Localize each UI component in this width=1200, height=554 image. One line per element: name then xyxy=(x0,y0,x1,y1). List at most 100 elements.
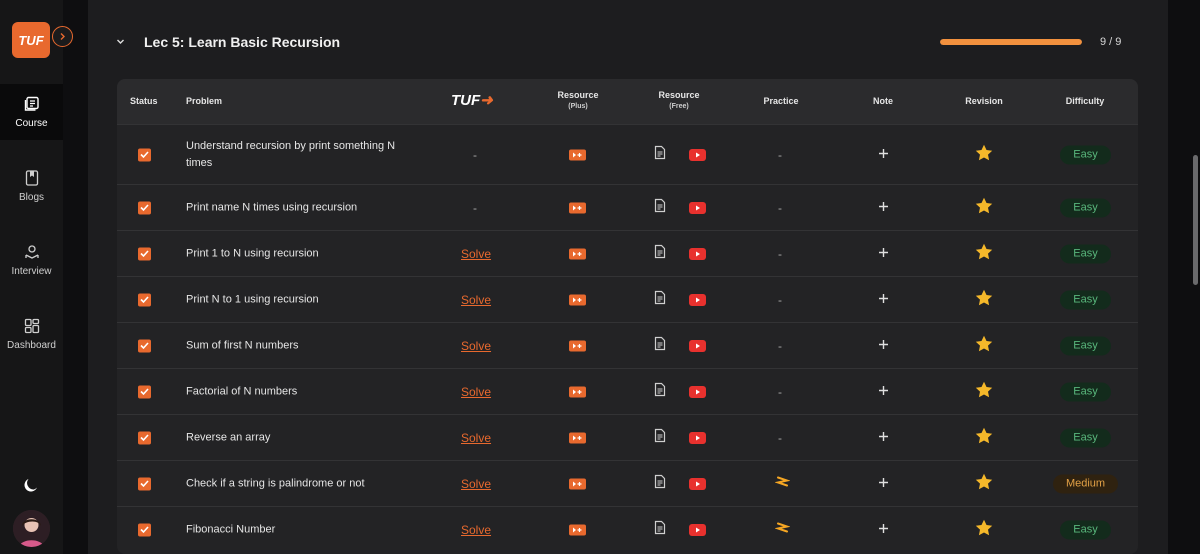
star-icon[interactable] xyxy=(975,243,993,265)
scrollbar[interactable] xyxy=(1193,155,1198,285)
avatar[interactable] xyxy=(13,510,50,547)
article-icon[interactable] xyxy=(654,336,666,355)
article-icon[interactable] xyxy=(654,520,666,539)
practice-dash: - xyxy=(778,338,782,353)
tuf-dash: - xyxy=(473,147,477,162)
status-checkbox[interactable] xyxy=(138,148,151,161)
solve-link[interactable]: Solve xyxy=(461,292,492,307)
tuf-logo[interactable]: TUF xyxy=(12,22,50,58)
article-icon[interactable] xyxy=(654,428,666,447)
header-tuf-logo: TUF➜ xyxy=(451,92,493,109)
sidebar-toggle-button[interactable] xyxy=(52,26,73,47)
add-note-icon[interactable] xyxy=(878,199,889,217)
problem-name[interactable]: Print N to 1 using recursion xyxy=(186,293,319,305)
status-checkbox[interactable] xyxy=(138,431,151,444)
solve-link[interactable]: Solve xyxy=(461,384,492,399)
lecture-header[interactable]: Lec 5: Learn Basic Recursion 9 / 9 xyxy=(88,0,1168,80)
youtube-icon[interactable] xyxy=(689,523,706,536)
sidebar-item-dashboard[interactable]: Dashboard xyxy=(0,306,63,362)
star-icon[interactable] xyxy=(975,473,993,495)
plus-resource-icon[interactable] xyxy=(569,386,586,397)
status-checkbox[interactable] xyxy=(138,247,151,260)
plus-resource-icon[interactable] xyxy=(569,524,586,535)
youtube-icon[interactable] xyxy=(689,385,706,398)
codestudio-icon[interactable] xyxy=(774,519,791,540)
add-note-icon[interactable] xyxy=(878,475,889,493)
dashboard-icon xyxy=(24,318,39,333)
add-note-icon[interactable] xyxy=(878,383,889,401)
plus-resource-icon[interactable] xyxy=(569,149,586,160)
plus-resource-icon[interactable] xyxy=(569,248,586,259)
problem-name[interactable]: Print name N times using recursion xyxy=(186,201,358,213)
solve-link[interactable]: Solve xyxy=(461,338,492,353)
problem-name[interactable]: Factorial of N numbers xyxy=(186,385,298,397)
article-icon[interactable] xyxy=(654,145,666,164)
add-note-icon[interactable] xyxy=(878,521,889,539)
problem-name[interactable]: Reverse an array xyxy=(186,431,271,443)
youtube-icon[interactable] xyxy=(689,477,706,490)
problem-name[interactable]: Sum of first N numbers xyxy=(186,339,299,351)
check-icon xyxy=(140,342,149,350)
status-checkbox[interactable] xyxy=(138,385,151,398)
sidebar-item-blogs[interactable]: Blogs xyxy=(0,158,63,214)
solve-link[interactable]: Solve xyxy=(461,522,492,537)
star-icon[interactable] xyxy=(975,144,993,166)
problem-name[interactable]: Check if a string is palindrome or not xyxy=(186,477,365,489)
header-resource-plus-label: Resource xyxy=(557,90,599,100)
status-checkbox[interactable] xyxy=(138,339,151,352)
youtube-icon[interactable] xyxy=(689,431,706,444)
add-note-icon[interactable] xyxy=(878,429,889,447)
check-icon xyxy=(140,434,149,442)
problem-name[interactable]: Understand recursion by print something … xyxy=(186,139,396,169)
add-note-icon[interactable] xyxy=(878,291,889,309)
youtube-icon[interactable] xyxy=(689,339,706,352)
table-row: Sum of first N numbers Solve - Easy xyxy=(117,322,1138,368)
status-checkbox[interactable] xyxy=(138,523,151,536)
problem-name[interactable]: Print 1 to N using recursion xyxy=(186,247,319,259)
star-icon[interactable] xyxy=(975,381,993,403)
solve-link[interactable]: Solve xyxy=(461,476,492,491)
youtube-icon[interactable] xyxy=(689,247,706,260)
table-row: Print 1 to N using recursion Solve - Eas… xyxy=(117,230,1138,276)
practice-dash: - xyxy=(778,430,782,445)
solve-link[interactable]: Solve xyxy=(461,246,492,261)
status-checkbox[interactable] xyxy=(138,477,151,490)
plus-resource-icon[interactable] xyxy=(569,294,586,305)
youtube-icon[interactable] xyxy=(689,293,706,306)
star-icon[interactable] xyxy=(975,427,993,449)
article-icon[interactable] xyxy=(654,474,666,493)
header-difficulty: Difficulty xyxy=(1065,96,1105,106)
practice-dash: - xyxy=(778,200,782,215)
header-note: Note xyxy=(873,96,893,106)
plus-resource-icon[interactable] xyxy=(569,202,586,213)
table-row: Print N to 1 using recursion Solve - Eas… xyxy=(117,276,1138,322)
youtube-icon[interactable] xyxy=(689,201,706,214)
chevron-right-icon xyxy=(60,33,65,40)
youtube-icon[interactable] xyxy=(689,148,706,161)
article-icon[interactable] xyxy=(654,290,666,309)
codestudio-icon[interactable] xyxy=(774,473,791,494)
problem-name[interactable]: Fibonacci Number xyxy=(186,523,276,535)
star-icon[interactable] xyxy=(975,519,993,541)
star-icon[interactable] xyxy=(975,197,993,219)
solve-link[interactable]: Solve xyxy=(461,430,492,445)
article-icon[interactable] xyxy=(654,244,666,263)
star-icon[interactable] xyxy=(975,289,993,311)
sidebar: TUF Course Blogs Interview Dashboard xyxy=(0,0,63,554)
article-icon[interactable] xyxy=(654,198,666,217)
chevron-down-icon[interactable] xyxy=(116,38,125,45)
plus-resource-icon[interactable] xyxy=(569,340,586,351)
status-checkbox[interactable] xyxy=(138,293,151,306)
article-icon[interactable] xyxy=(654,382,666,401)
status-checkbox[interactable] xyxy=(138,201,151,214)
plus-resource-icon[interactable] xyxy=(569,478,586,489)
sidebar-item-interview[interactable]: Interview xyxy=(0,232,63,288)
course-icon xyxy=(24,96,39,111)
plus-resource-icon[interactable] xyxy=(569,432,586,443)
moon-icon[interactable] xyxy=(22,477,39,494)
star-icon[interactable] xyxy=(975,335,993,357)
add-note-icon[interactable] xyxy=(878,245,889,263)
sidebar-item-course[interactable]: Course xyxy=(0,84,63,140)
add-note-icon[interactable] xyxy=(878,337,889,355)
add-note-icon[interactable] xyxy=(878,146,889,164)
